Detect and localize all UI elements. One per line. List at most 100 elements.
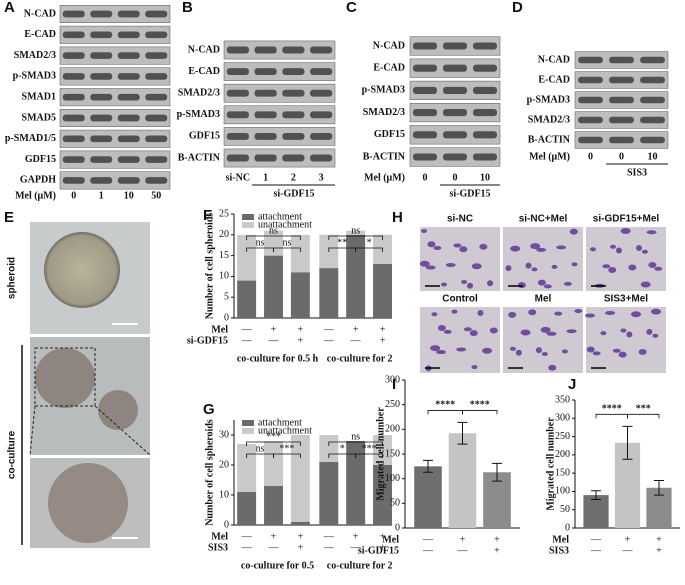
cell-stain <box>548 364 557 371</box>
band <box>117 73 140 80</box>
band <box>254 154 277 162</box>
group-label: co-culture for 0.5 h <box>237 353 319 364</box>
lane-label: 0 <box>423 172 428 183</box>
significance-label: *** <box>279 443 294 454</box>
condition-sign: + <box>353 531 359 542</box>
band <box>117 177 140 184</box>
y-tick-label: 30 <box>219 429 229 440</box>
band <box>145 156 168 163</box>
condition-sign: — <box>323 335 335 346</box>
significance-label: * <box>340 443 345 454</box>
image-label: si-NC+Mel <box>519 214 568 225</box>
significance-label: **** <box>470 400 490 411</box>
band <box>226 89 249 97</box>
y-tick-label: 100 <box>385 473 400 484</box>
band <box>282 46 305 54</box>
condition-sign: — <box>241 542 253 553</box>
band <box>62 31 85 39</box>
cell-stain <box>425 265 436 270</box>
band <box>413 109 437 117</box>
cell-stain <box>515 349 522 356</box>
condition-sign: — <box>622 545 634 556</box>
y-tick-label: 150 <box>385 448 400 459</box>
band <box>117 31 140 39</box>
label: si-GDF15 <box>273 188 314 199</box>
band <box>62 52 85 59</box>
legend-label: unattachment <box>258 219 312 230</box>
band <box>145 135 168 143</box>
label: Mel (μM) <box>364 172 405 183</box>
bar-segment <box>346 230 366 235</box>
cell-stain <box>563 281 572 286</box>
band <box>282 111 305 119</box>
significance-label: ns <box>351 225 360 236</box>
cell-stain <box>610 244 617 249</box>
condition-sign: + <box>380 335 386 346</box>
significance-bracket <box>328 441 383 446</box>
band <box>413 42 437 50</box>
lane-label: 10 <box>648 151 658 162</box>
significance-label: *** <box>362 443 377 454</box>
significance-label: *** <box>266 431 281 442</box>
image-label: spheroid <box>7 257 18 299</box>
cell-stain <box>445 262 456 267</box>
band <box>413 86 437 94</box>
significance-label: ns <box>256 237 265 248</box>
lane-label: 10 <box>480 172 490 183</box>
legend-label: attachment <box>258 211 302 222</box>
band <box>310 46 333 54</box>
band <box>62 10 85 18</box>
condition-sign: — <box>241 531 253 542</box>
condition-sign: — <box>590 545 602 556</box>
band <box>145 52 168 59</box>
cell-stain <box>505 265 512 272</box>
migration-image <box>420 227 500 291</box>
significance-bracket <box>246 441 301 446</box>
y-axis-label: Migrated cell number <box>375 407 386 501</box>
bar-segment <box>290 435 310 522</box>
cell-stain <box>586 346 595 353</box>
error-bar <box>654 479 664 496</box>
blot-strip <box>59 67 171 86</box>
panel-letter: I <box>392 376 396 393</box>
bar-segment <box>290 522 310 525</box>
y-tick-label: 250 <box>385 399 400 410</box>
cell-stain <box>620 228 631 234</box>
cell-stain <box>419 260 430 267</box>
panel-letter: E <box>4 209 14 226</box>
band <box>62 156 85 163</box>
label: Mel (μM) <box>529 151 570 162</box>
cell-stain <box>648 261 657 268</box>
blot-label: GAPDH <box>20 175 56 186</box>
cell-stain <box>453 243 462 248</box>
legend-swatch <box>242 420 254 426</box>
blot-strip <box>59 171 171 190</box>
migration-image <box>586 227 666 291</box>
band <box>609 96 634 104</box>
condition-sign: + <box>460 534 466 545</box>
condition-sign: — <box>323 542 335 553</box>
cell-stain <box>479 243 488 250</box>
y-tick-label: 5 <box>224 291 229 302</box>
group-label: co-culture for 2 <box>327 560 393 571</box>
cell-stain <box>566 329 577 334</box>
y-tick-label: 20 <box>219 459 229 470</box>
bar-segment <box>264 441 283 486</box>
band <box>117 52 140 59</box>
cell-stain <box>646 230 657 235</box>
significance-label: ns <box>269 225 278 236</box>
y-axis-label: Number of cell spheroids <box>204 213 215 320</box>
lane-label: 3 <box>319 172 324 183</box>
condition-sign: — <box>268 335 280 346</box>
blot-label: p-SMAD3 <box>362 85 405 96</box>
cell-stain <box>602 264 611 269</box>
condition-sign: — <box>590 534 602 545</box>
blot-label: B-ACTIN <box>178 152 221 163</box>
lane-label: 2 <box>291 172 296 183</box>
cell-stain <box>546 331 557 336</box>
cell-stain <box>592 351 601 356</box>
band <box>443 131 467 139</box>
cell-stain <box>640 281 651 288</box>
migration-image <box>503 307 583 373</box>
